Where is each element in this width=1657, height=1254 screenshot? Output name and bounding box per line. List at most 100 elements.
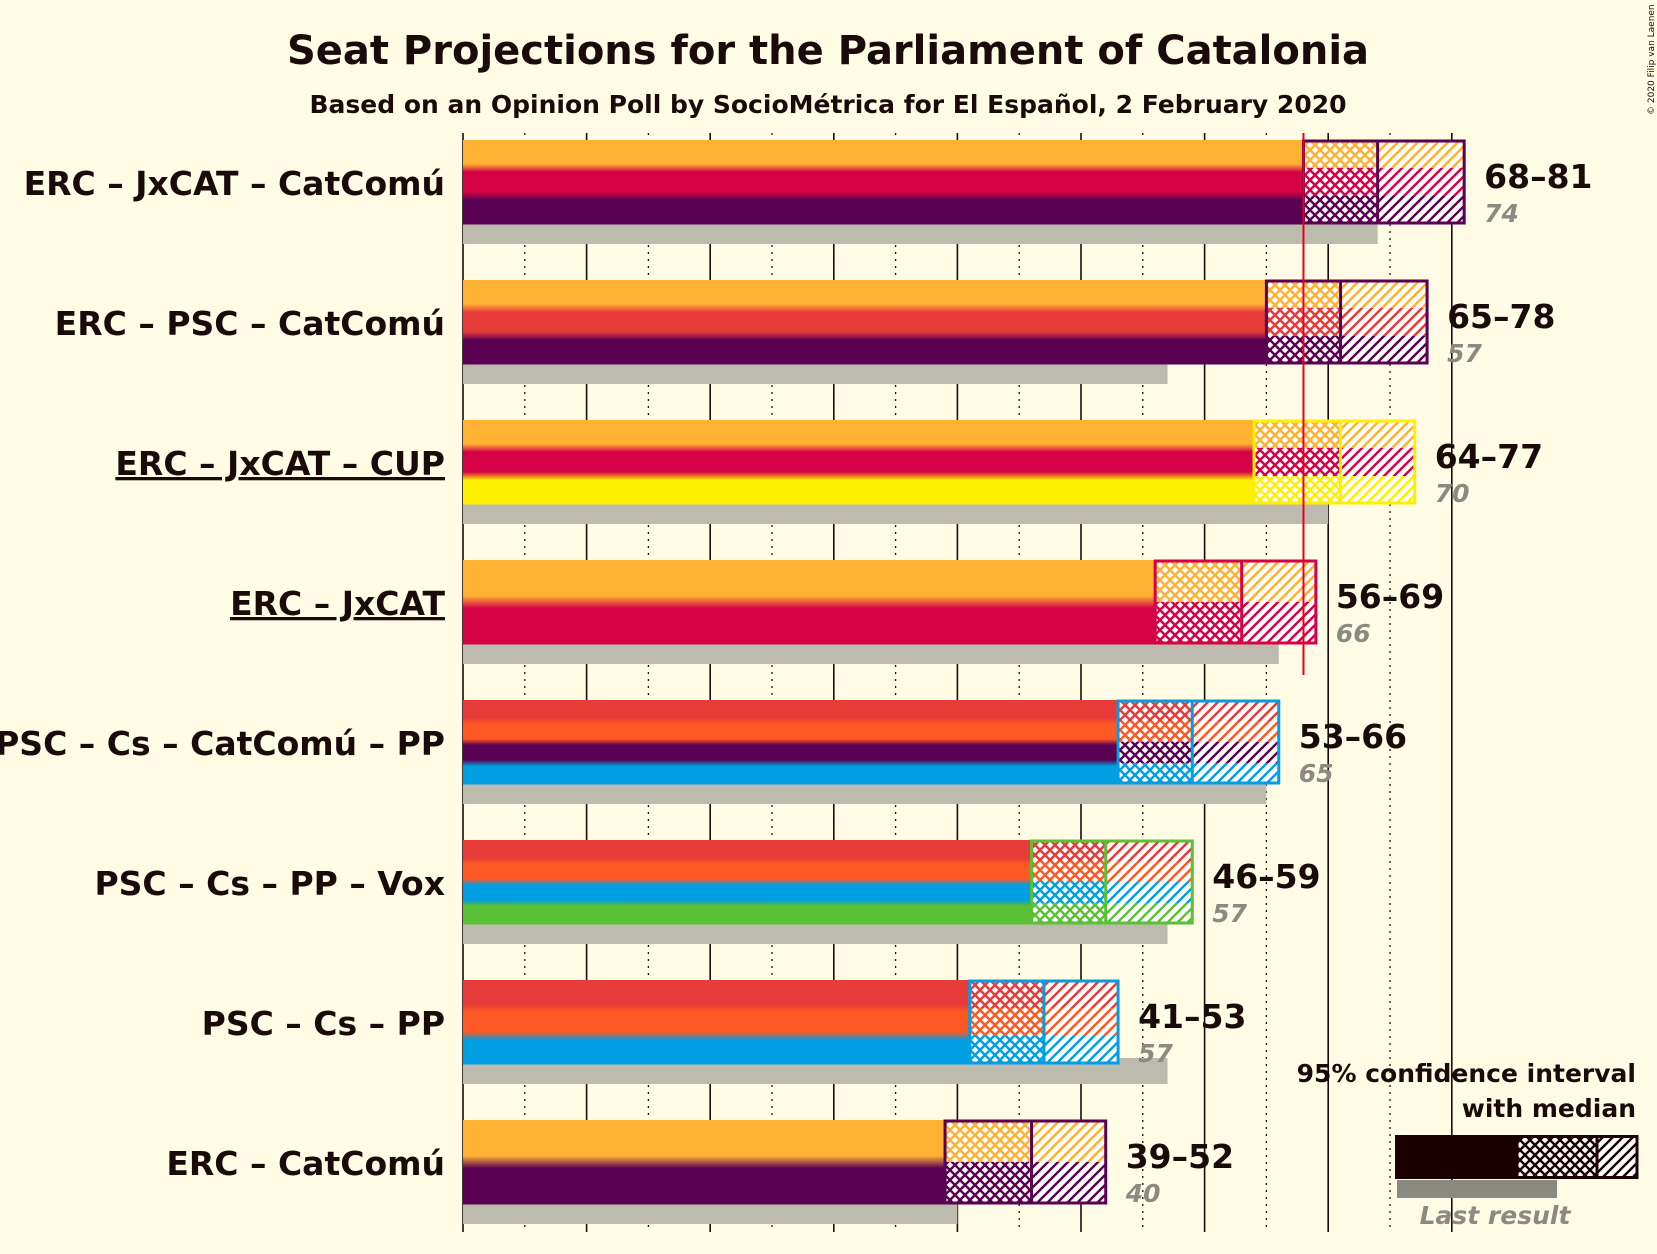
range-label: 41–53 [1138, 997, 1246, 1036]
coalition-label: ERC – CatComú [166, 1144, 445, 1183]
ci-upper-hatch [1192, 742, 1279, 764]
ci-upper-hatch [1377, 140, 1465, 169]
ci-upper-hatch [1105, 861, 1193, 883]
ci-lower-hatch [945, 1162, 1032, 1205]
ci-upper-hatch [1043, 1008, 1119, 1037]
last-result-label: 57 [1138, 1039, 1173, 1068]
chart-title: Seat Projections for the Parliament of C… [287, 28, 1369, 74]
ci-lower-hatch [1254, 448, 1341, 477]
range-label: 56–69 [1336, 577, 1444, 616]
ci-upper-hatch [1192, 721, 1279, 743]
coalition-row: ERC – JxCAT – CUP 64–77 70 [115, 419, 1543, 524]
ci-upper-hatch [1340, 420, 1415, 449]
ci-upper-hatch [1241, 602, 1316, 645]
legend: 95% confidence interval with median Last… [1297, 1059, 1639, 1230]
range-label: 46–59 [1212, 857, 1320, 896]
ci-lower-hatch [1118, 700, 1193, 722]
legend-last-result-bar [1397, 1180, 1557, 1198]
coalition-label: PSC – Cs – CatComú – PP [0, 724, 445, 763]
ci-lower-hatch [969, 1008, 1044, 1037]
ci-outline [1030, 839, 1194, 925]
legend-solid [1395, 1135, 1517, 1179]
ci-upper-hatch [1031, 1162, 1106, 1205]
ci-lower-hatch [1031, 840, 1106, 862]
ci-upper-hatch [1377, 196, 1465, 225]
ci-upper-hatch [1340, 476, 1415, 505]
ci-lower-hatch [1031, 903, 1106, 925]
last-result-label: 65 [1299, 759, 1334, 788]
ci-lower-hatch [1031, 861, 1106, 883]
ci-upper-hatch [1105, 840, 1193, 862]
bar-gradient [463, 420, 1255, 504]
coalition-rows: ERC – JxCAT – CatComú 68–81 74 ERC – PSC – … [0, 139, 1593, 1224]
coalition-row: PSC – Cs – CatComú – PP 53–66 65 [0, 699, 1407, 804]
ci-outline [1252, 419, 1417, 505]
last-result-label: 57 [1212, 899, 1247, 928]
legend-cross-hatch [1517, 1135, 1597, 1179]
ci-lower-hatch [1303, 140, 1378, 169]
ci-upper-hatch [1340, 336, 1428, 365]
bar-gradient [463, 980, 970, 1064]
coalition-row: ERC – JxCAT 56–69 66 [230, 559, 1444, 664]
legend-diag-hatch [1597, 1135, 1637, 1179]
range-label: 39–52 [1126, 1137, 1234, 1176]
last-result-label: 40 [1125, 1179, 1161, 1208]
ci-upper-hatch [1192, 763, 1279, 785]
last-result-label: 57 [1447, 339, 1482, 368]
ci-lower-hatch [969, 980, 1044, 1009]
ci-upper-hatch [1340, 308, 1428, 337]
coalition-row: PSC – Cs – PP 41–53 57 [202, 979, 1246, 1084]
ci-outline [1153, 559, 1318, 645]
ci-upper-hatch [1340, 280, 1428, 309]
ci-upper-hatch [1192, 700, 1279, 722]
coalition-row: ERC – PSC – CatComú 65–78 57 [55, 279, 1555, 384]
bar-gradient [463, 1120, 946, 1204]
ci-upper-hatch [1105, 882, 1193, 904]
bar-gradient [463, 840, 1032, 924]
coalition-label: ERC – JxCAT [230, 584, 445, 623]
range-label: 68–81 [1484, 157, 1592, 196]
ci-lower-hatch [1031, 882, 1106, 904]
legend-title: 95% confidence interval [1297, 1059, 1636, 1088]
coalition-row: ERC – CatComú 39–52 40 [166, 1119, 1234, 1224]
ci-lower-hatch [1155, 560, 1242, 603]
bar-gradient [463, 560, 1156, 644]
ci-upper-hatch [1340, 448, 1415, 477]
bar-gradient [463, 280, 1267, 364]
legend-last-result-label: Last result [1420, 1201, 1572, 1230]
bar-gradient [463, 140, 1304, 224]
ci-lower-hatch [1303, 168, 1378, 197]
ci-lower-hatch [1254, 420, 1341, 449]
ci-outline [1116, 699, 1281, 785]
range-label: 65–78 [1447, 297, 1555, 336]
ci-lower-hatch [1254, 476, 1341, 505]
ci-lower-hatch [1118, 742, 1193, 764]
ci-upper-hatch [1043, 1036, 1119, 1065]
ci-upper-hatch [1377, 168, 1465, 197]
ci-upper-hatch [1241, 560, 1316, 603]
ci-lower-hatch [969, 1036, 1044, 1065]
ci-lower-hatch [1118, 763, 1193, 785]
legend-title-line2: with median [1462, 1094, 1636, 1123]
ci-lower-hatch [1155, 602, 1242, 645]
bar-gradient [463, 700, 1119, 784]
ci-upper-hatch [1031, 1120, 1106, 1163]
coalition-label: PSC – Cs – PP – Vox [94, 864, 445, 903]
ci-outline [1264, 279, 1429, 365]
legend-ci-outline [1515, 1135, 1639, 1179]
range-label: 64–77 [1435, 437, 1543, 476]
coalition-label: ERC – JxCAT – CatComú [24, 164, 445, 203]
ci-upper-hatch [1043, 980, 1119, 1009]
last-result-label: 66 [1336, 619, 1371, 648]
ci-lower-hatch [1303, 196, 1378, 225]
coalition-row: ERC – JxCAT – CatComú 68–81 74 [24, 139, 1593, 244]
coalition-label: ERC – PSC – CatComú [55, 304, 445, 343]
chart-subtitle: Based on an Opinion Poll by SocioMétrica… [309, 90, 1346, 119]
last-result-label: 74 [1484, 199, 1519, 228]
ci-upper-hatch [1105, 903, 1193, 925]
coalition-row: PSC – Cs – PP – Vox 46–59 57 [94, 839, 1321, 944]
ci-lower-hatch [1118, 721, 1193, 743]
copyright-notice: © 2020 Filip van Laenen [1647, 4, 1657, 115]
coalition-label: ERC – JxCAT – CUP [115, 444, 445, 483]
